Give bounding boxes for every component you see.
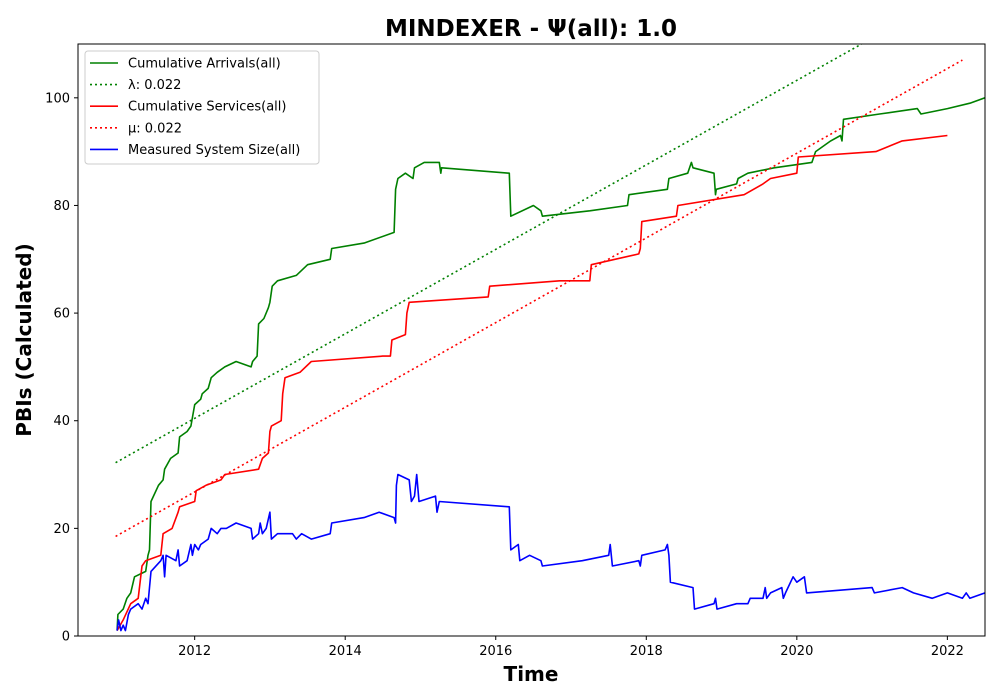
legend-label-3: μ: 0.022	[128, 121, 182, 136]
legend-label-4: Measured System Size(all)	[128, 143, 300, 158]
y-tick-label: 80	[53, 199, 70, 214]
series-line-3	[115, 59, 963, 538]
legend: Cumulative Arrivals(all) λ: 0.022 Cumulati…	[84, 50, 320, 165]
legend-label-1: λ: 0.022	[128, 78, 181, 93]
series-line-2	[116, 134, 948, 631]
x-axis: 2012 2014 2016 2018 2020 2022	[178, 636, 964, 659]
plot-frame	[77, 43, 986, 637]
y-tick-label: 100	[45, 91, 70, 106]
y-tick-label: 20	[53, 522, 70, 537]
x-tick-label: 2016	[479, 644, 512, 659]
x-tick-label: 2018	[630, 644, 663, 659]
series-line-4	[116, 473, 985, 632]
series-line-0	[116, 97, 985, 631]
chart-title: MINDEXER - Ψ(all): 1.0	[385, 16, 677, 42]
x-axis-label: Time	[504, 662, 559, 686]
y-tick-label: 40	[53, 414, 70, 429]
x-tick-label: 2020	[780, 644, 813, 659]
x-tick-label: 2022	[931, 644, 964, 659]
series-layer	[115, 44, 985, 632]
y-tick-label: 60	[53, 307, 70, 322]
legend-frame	[84, 50, 320, 165]
y-axis: 0 20 40 60 80 100	[45, 91, 78, 645]
x-tick-label: 2012	[178, 644, 211, 659]
x-tick-label: 2014	[329, 644, 362, 659]
legend-label-2: Cumulative Services(all)	[128, 100, 286, 115]
y-tick-label: 0	[62, 630, 70, 645]
y-axis-label: PBIs (Calculated)	[12, 243, 36, 436]
legend-label-0: Cumulative Arrivals(all)	[128, 57, 281, 72]
